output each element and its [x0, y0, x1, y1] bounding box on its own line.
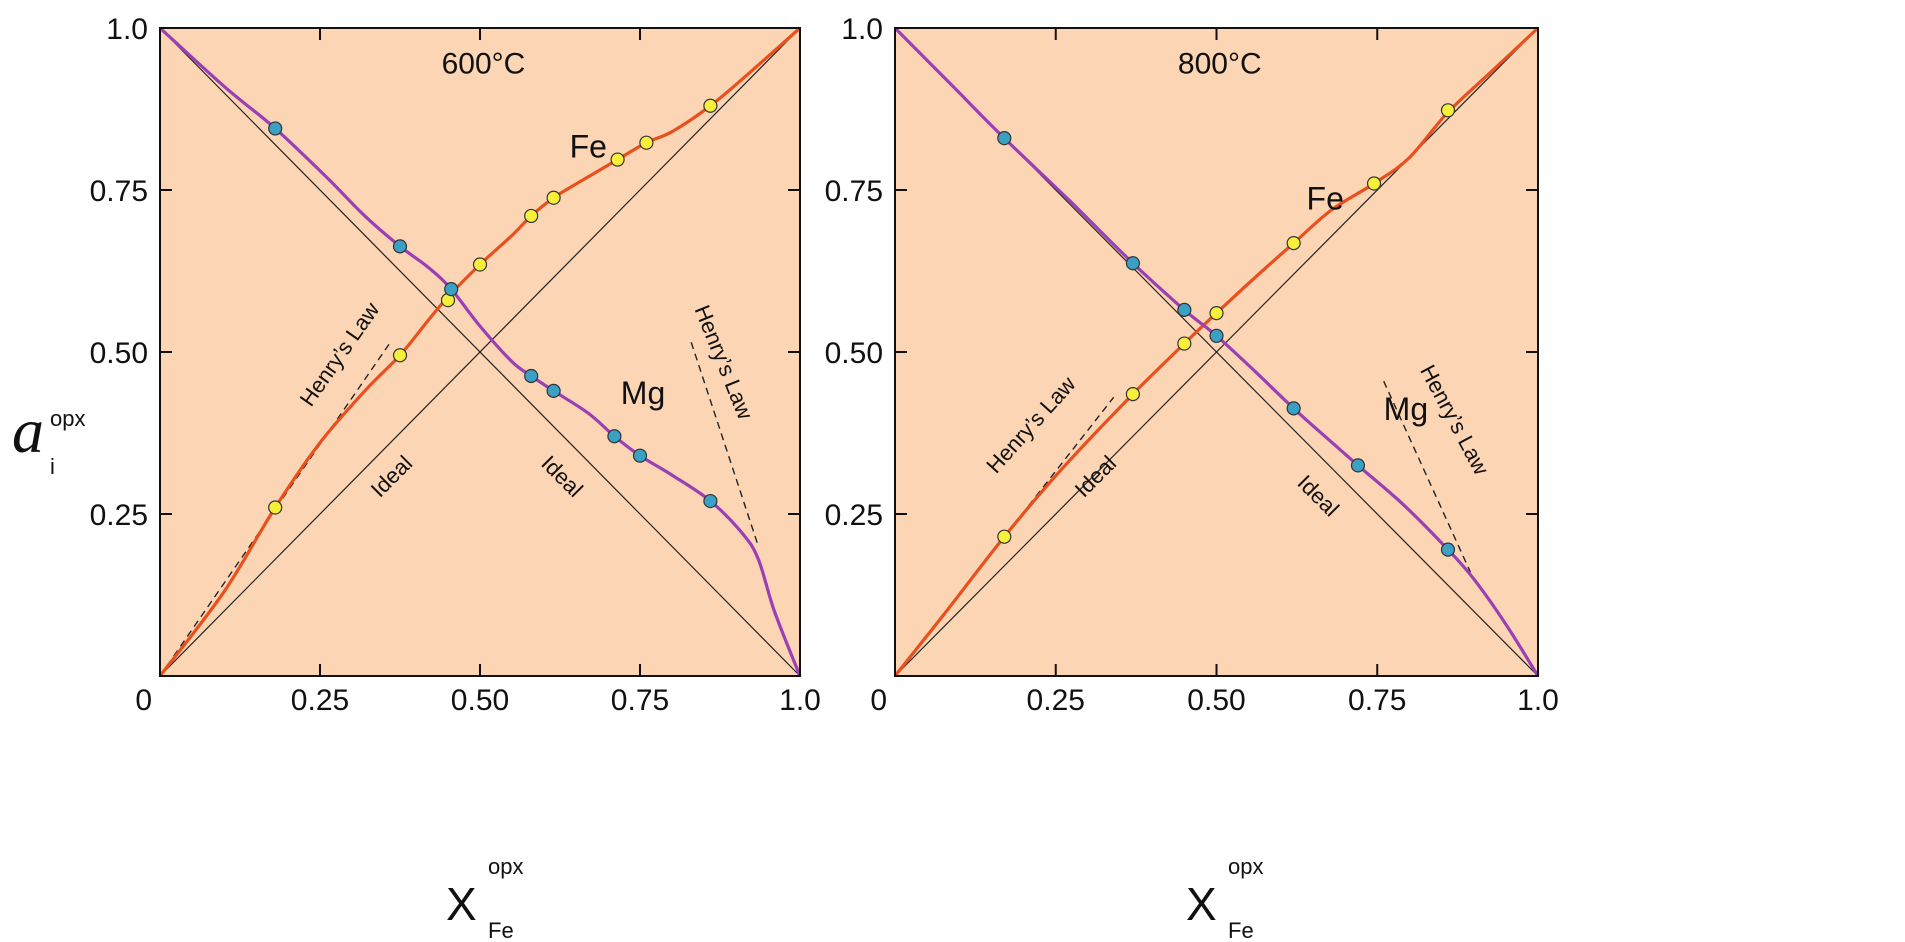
- data-point-mg: [392, 239, 408, 254]
- data-point-mg: [268, 121, 283, 136]
- y-axis-symbol: a: [12, 395, 44, 466]
- mg-label: Mg: [621, 375, 665, 411]
- panel-600c: 0 0.25 0.50 0.75 1.0 0.25 0.50 0.75 1.0 600°C Fe Mg…: [90, 13, 821, 717]
- data-point-fe: [1440, 103, 1456, 118]
- data-point-mg: [997, 131, 1012, 146]
- data-point-fe: [392, 348, 408, 363]
- fe-label: Fe: [1307, 180, 1344, 216]
- data-point-mg: [524, 368, 539, 384]
- data-point-mg: [444, 282, 459, 297]
- y-axis-superscript: opx: [50, 406, 85, 431]
- mg-label: Mg: [1384, 391, 1428, 427]
- data-point-mg: [632, 448, 648, 463]
- x-tick-label: 0: [870, 684, 887, 717]
- x-tick-label: 0.75: [611, 684, 669, 717]
- x-axis-label-left: X Fe opx: [446, 854, 523, 942]
- x-tick-label: 0: [135, 684, 152, 717]
- x-axis-superscript: opx: [488, 854, 523, 879]
- data-point-fe: [524, 208, 539, 224]
- y-axis-subscript: i: [50, 454, 55, 479]
- data-point-mg: [546, 383, 561, 398]
- x-axis-symbol: X: [1186, 878, 1217, 930]
- y-tick-label: 0.50: [825, 337, 883, 370]
- x-tick-label: 0.25: [291, 684, 349, 717]
- data-point-fe: [472, 257, 488, 272]
- x-tick-label: 1.0: [1517, 684, 1559, 717]
- y-axis-label: a i opx: [12, 395, 85, 479]
- data-point-mg: [1177, 302, 1192, 317]
- henrys-law-line: [1383, 380, 1472, 573]
- data-point-mg: [1350, 458, 1366, 473]
- y-tick-label: 0.25: [90, 499, 148, 532]
- data-point-fe: [703, 98, 718, 113]
- data-point-fe: [546, 190, 561, 205]
- data-point-mg: [1209, 328, 1224, 343]
- x-axis-subscript: Fe: [488, 918, 514, 942]
- data-point-mg: [1125, 256, 1141, 271]
- data-point-fe: [1125, 387, 1141, 402]
- x-tick-label: 1.0: [779, 684, 821, 717]
- x-tick-label: 0.50: [451, 684, 509, 717]
- y-tick-label: 0.75: [90, 175, 148, 208]
- data-point-fe: [610, 152, 625, 167]
- x-tick-label: 0.75: [1348, 684, 1406, 717]
- henrys-law-line: [159, 341, 391, 677]
- data-point-mg: [703, 493, 718, 509]
- y-tick-label: 1.0: [106, 13, 148, 46]
- temperature-label: 600°C: [442, 47, 526, 80]
- y-tick-label: 1.0: [841, 13, 883, 46]
- ideal-line: [159, 27, 801, 677]
- data-point-fe: [1286, 236, 1301, 251]
- series-line-fe: [158, 26, 802, 677]
- data-point-mg: [1440, 542, 1456, 557]
- y-tick-label: 0.75: [825, 175, 883, 208]
- x-tick-label: 0.50: [1187, 684, 1245, 717]
- data-point-mg: [607, 429, 622, 444]
- data-point-fe: [1177, 336, 1192, 351]
- series-line-mg: [893, 26, 1540, 677]
- panel-800c: 0 0.25 0.50 0.75 1.0 0.25 0.50 0.75 1.0 800°C Fe Mg…: [825, 13, 1559, 717]
- fe-label: Fe: [570, 129, 607, 165]
- y-tick-label: 0.25: [825, 499, 883, 532]
- x-axis-symbol: X: [446, 878, 477, 930]
- data-point-mg: [1286, 401, 1301, 416]
- temperature-label: 800°C: [1178, 47, 1262, 80]
- data-point-fe: [997, 529, 1012, 544]
- x-axis-superscript: opx: [1228, 854, 1263, 879]
- x-tick-label: 0.25: [1027, 684, 1085, 717]
- data-point-fe: [639, 135, 654, 150]
- x-axis-label-right: X Fe opx: [1186, 854, 1263, 942]
- data-point-fe: [1366, 176, 1382, 191]
- data-point-fe: [1209, 306, 1224, 321]
- data-point-fe: [268, 500, 283, 515]
- x-axis-subscript: Fe: [1228, 918, 1254, 942]
- y-tick-label: 0.50: [90, 337, 148, 370]
